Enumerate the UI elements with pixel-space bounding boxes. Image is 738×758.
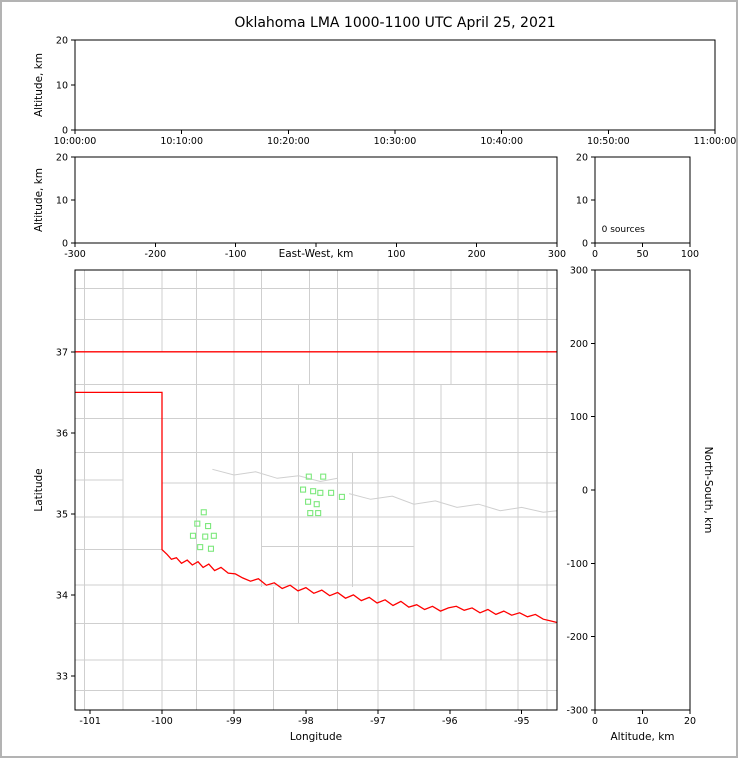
y-axis-label-right: North-South, km (702, 447, 714, 534)
x-tick-label: 10:00:00 (54, 136, 97, 147)
x-tick-label: 20 (684, 716, 696, 727)
x-tick-label: -95 (514, 716, 530, 727)
y-tick-label: 34 (56, 590, 68, 601)
y-tick-label: 10 (56, 196, 68, 207)
source-point (197, 544, 204, 551)
axes-box (74, 39, 716, 131)
x-tick-label: 100 (681, 249, 699, 260)
x-tick-label: 10 (636, 716, 648, 727)
source-point (194, 520, 201, 527)
panel-alt-histogram: 0 50 100 0 10 20 0 sources (576, 153, 699, 261)
panels-group: 10:00:00 10:10:00 10:20:00 10:30:00 10:40:00… (33, 36, 736, 744)
source-point (317, 489, 324, 496)
histogram-annotation: 0 sources (602, 225, 645, 235)
source-point (310, 488, 317, 495)
y-tick-label: 0 (582, 486, 588, 497)
x-tick-label: -100 (151, 716, 173, 727)
x-tick-label: 200 (468, 249, 486, 260)
y-tick-label: 33 (56, 671, 68, 682)
y-tick-label: 200 (570, 339, 588, 350)
y-tick-label: -200 (566, 632, 588, 643)
source-point (313, 501, 320, 508)
panel-plan-view: -101 -100 -99 -98 -97 -96 -95 33 34 35 36 37 Longitu… (33, 269, 558, 743)
x-tick-label: 10:10:00 (160, 136, 203, 147)
x-tick-label: 10:50:00 (587, 136, 630, 147)
source-point (189, 532, 197, 539)
y-tick-label: 35 (56, 509, 68, 520)
x-axis-label: Longitude (290, 731, 342, 743)
source-point (307, 510, 314, 517)
source-point (202, 533, 209, 540)
y-tick-label: 300 (570, 266, 588, 277)
source-point (305, 473, 312, 480)
x-tick-label: -96 (442, 716, 458, 727)
river-line (212, 468, 338, 483)
river-line (348, 493, 558, 513)
y-tick-label: 20 (56, 153, 68, 164)
source-point (305, 498, 312, 505)
panel-ew-height: -300 -200 -100 100 200 300 0 10 20 East-West, km A… (33, 153, 566, 261)
x-tick-label: 10:20:00 (267, 136, 310, 147)
x-tick-label: -98 (298, 716, 314, 727)
x-tick-label: 0 (592, 716, 598, 727)
source-point (205, 523, 212, 530)
y-tick-label: 10 (56, 81, 68, 92)
axes-box (74, 156, 558, 244)
source-point (315, 510, 322, 517)
x-tick-label: -99 (226, 716, 242, 727)
x-tick-label: 10:30:00 (374, 136, 417, 147)
y-tick-label: 10 (576, 196, 588, 207)
x-axis-label: Altitude, km (610, 731, 674, 743)
y-tick-label: -100 (566, 559, 588, 570)
source-point (300, 486, 307, 493)
x-tick-label: -97 (370, 716, 386, 727)
x-tick-label: -200 (145, 249, 167, 260)
x-tick-label: 100 (387, 249, 405, 260)
y-tick-label: 0 (62, 239, 68, 250)
x-tick-label: 11:00:00 (694, 136, 736, 147)
x-tick-label: -300 (64, 249, 86, 260)
x-tick-label: 10:40:00 (480, 136, 523, 147)
source-point (328, 489, 335, 496)
panel-ns-height: 0 10 20 -300 -200 -100 0 100 200 300 Altitude, km N… (566, 266, 714, 744)
panel-time-height: 10:00:00 10:10:00 10:20:00 10:30:00 10:40:00… (33, 36, 736, 148)
y-axis-label: Altitude, km (33, 168, 45, 232)
figure-title: Oklahoma LMA 1000-1100 UTC April 25, 202… (234, 15, 555, 31)
x-tick-label: -100 (225, 249, 247, 260)
source-point (320, 473, 327, 480)
y-tick-label: 20 (56, 36, 68, 47)
axes-box (74, 269, 558, 711)
x-tick-label: 300 (548, 249, 566, 260)
source-point (207, 545, 215, 552)
x-tick-label: 50 (636, 249, 648, 260)
x-tick-label: -101 (79, 716, 101, 727)
y-tick-label: -300 (566, 706, 588, 717)
y-tick-label: 37 (56, 347, 68, 358)
y-tick-label: 36 (56, 428, 68, 439)
y-tick-label: 0 (62, 126, 68, 137)
source-point (200, 509, 207, 516)
source-point (338, 493, 345, 500)
x-tick-label: 0 (592, 249, 598, 260)
y-axis-label: Latitude (33, 468, 45, 511)
axes-box (594, 269, 691, 711)
y-tick-label: 20 (576, 153, 588, 164)
y-tick-label: 100 (570, 412, 588, 423)
source-point (210, 532, 217, 539)
x-axis-label: East-West, km (279, 248, 354, 260)
y-axis-label: Altitude, km (33, 53, 45, 117)
y-tick-label: 0 (582, 239, 588, 250)
state-border-line (75, 391, 558, 624)
